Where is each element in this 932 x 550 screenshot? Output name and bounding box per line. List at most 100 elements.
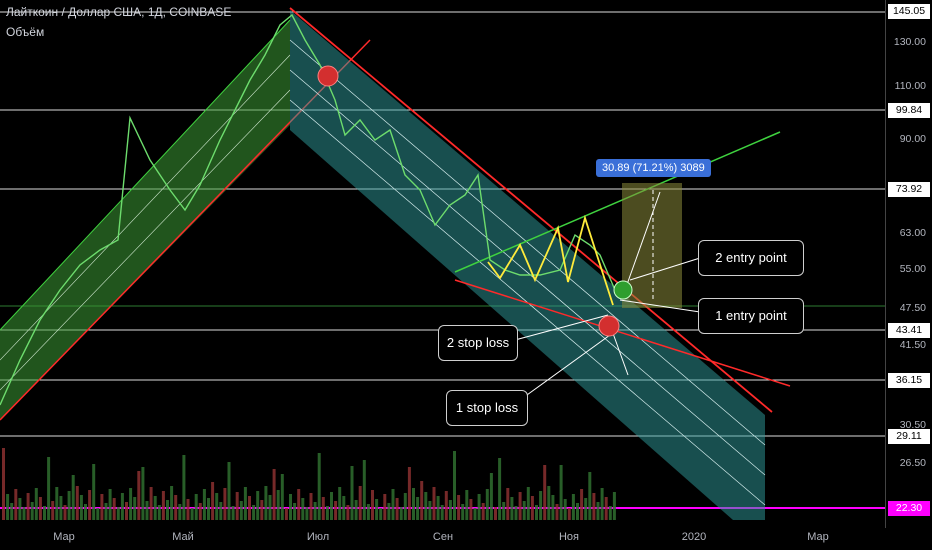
volume-bar — [92, 464, 96, 520]
volume-bar — [18, 498, 22, 520]
volume-bar — [424, 492, 428, 520]
volume-bar — [473, 508, 477, 520]
volume-bar — [112, 498, 116, 520]
up-channel — [0, 20, 290, 420]
up-channel-mid-2 — [0, 89, 291, 391]
x-tick: 2020 — [681, 531, 707, 543]
volume-bar — [379, 508, 383, 520]
volume-bar — [157, 505, 161, 520]
volume-bar — [141, 467, 145, 520]
x-tick: Июл — [306, 531, 330, 543]
volume-bar — [362, 460, 366, 520]
y-tick: 55.00 — [899, 263, 926, 275]
volume-bar — [22, 507, 26, 520]
volume-bar — [481, 503, 485, 520]
volume-bar — [116, 507, 120, 520]
volume-bar — [391, 489, 395, 520]
volume-bar — [129, 488, 133, 520]
volume-bar — [387, 503, 391, 520]
volume-bar — [264, 486, 268, 520]
callout-stop-1: 1 stop loss — [446, 390, 528, 426]
volume-bar — [215, 493, 219, 520]
volume-bar — [461, 504, 465, 520]
price-tag-43: 43.41 — [888, 323, 930, 338]
volume-bar — [104, 503, 108, 520]
volume-bar — [260, 500, 264, 520]
price-chart[interactable] — [0, 0, 886, 528]
callout-stop-2: 2 stop loss — [438, 325, 518, 361]
volume-bar — [149, 487, 153, 520]
volume-bar — [305, 507, 309, 520]
volume-bar — [84, 504, 87, 520]
arrow-up — [624, 191, 661, 291]
volume-bar — [338, 487, 342, 520]
volume-bar — [325, 506, 329, 520]
volume-bar — [227, 462, 231, 520]
triangle-top — [454, 131, 781, 273]
volume-bar — [317, 453, 321, 520]
y-axis[interactable]: 145.05 130.00 110.00 99.84 90.00 73.92 6… — [885, 0, 932, 528]
volume-bar — [469, 499, 473, 520]
callout-entry-2: 2 entry point — [698, 240, 804, 276]
volume-bar — [276, 490, 280, 520]
volume-bar — [346, 505, 350, 520]
volume-label: Объём — [6, 25, 45, 39]
volume-bar — [26, 493, 30, 520]
break-marker — [317, 65, 339, 87]
volume-bar — [535, 505, 538, 520]
volume-bar — [30, 502, 34, 520]
volume-bar — [518, 492, 522, 520]
volume-bar — [145, 501, 149, 520]
volume-bar — [350, 466, 354, 520]
pointer-stop1 — [519, 334, 611, 401]
up-channel-top — [0, 19, 291, 331]
volume-bar — [211, 482, 215, 520]
volume-bar — [243, 487, 247, 520]
price-tag-145: 145.05 — [888, 4, 930, 19]
x-tick: Мар — [807, 531, 829, 543]
volume-bar — [235, 492, 239, 520]
pointer-entry2 — [629, 257, 701, 281]
volume-bar — [465, 490, 469, 520]
volume-bar — [403, 493, 407, 520]
volume-bar — [256, 491, 260, 520]
volume-bar — [202, 489, 206, 520]
volume-bar — [182, 455, 186, 520]
volume-bar — [526, 487, 530, 520]
zigzag-pattern — [487, 214, 614, 306]
volume-bar — [407, 467, 411, 520]
volume-bar — [494, 507, 497, 520]
chart-title: Лайткоин / Доллар США, 1Д, COINBASE — [6, 5, 232, 19]
volume-bar — [321, 497, 325, 520]
volume-bar — [133, 497, 137, 520]
entry-marker — [613, 280, 633, 300]
volume-bar — [342, 496, 346, 520]
volume-bar — [223, 488, 227, 520]
volume-bar — [59, 496, 63, 520]
volume-bar — [567, 508, 571, 520]
up-channel-mid-1 — [0, 54, 291, 361]
volume-bar — [576, 503, 579, 520]
volume-bar — [600, 488, 604, 520]
volume-bar — [514, 506, 518, 520]
price-tag-73: 73.92 — [888, 182, 930, 197]
volume-bar — [55, 487, 59, 520]
volume-bar — [170, 486, 174, 520]
volume-bar — [120, 493, 124, 520]
y-tick: 130.00 — [893, 36, 926, 48]
volume-bar — [555, 504, 559, 520]
volume-bar — [100, 494, 104, 520]
volume-bar — [6, 494, 10, 520]
volume-bars — [2, 448, 616, 520]
volume-bar — [153, 496, 157, 520]
volume-bar — [268, 495, 272, 520]
volume-bar — [71, 475, 75, 520]
volume-bar — [584, 498, 588, 520]
volume-bar — [330, 492, 333, 520]
volume-bar — [309, 493, 313, 520]
volume-bar — [358, 486, 362, 520]
volume-bar — [592, 493, 596, 520]
volume-bar — [272, 469, 276, 520]
y-tick: 30.50 — [899, 419, 926, 431]
volume-bar — [551, 495, 555, 520]
